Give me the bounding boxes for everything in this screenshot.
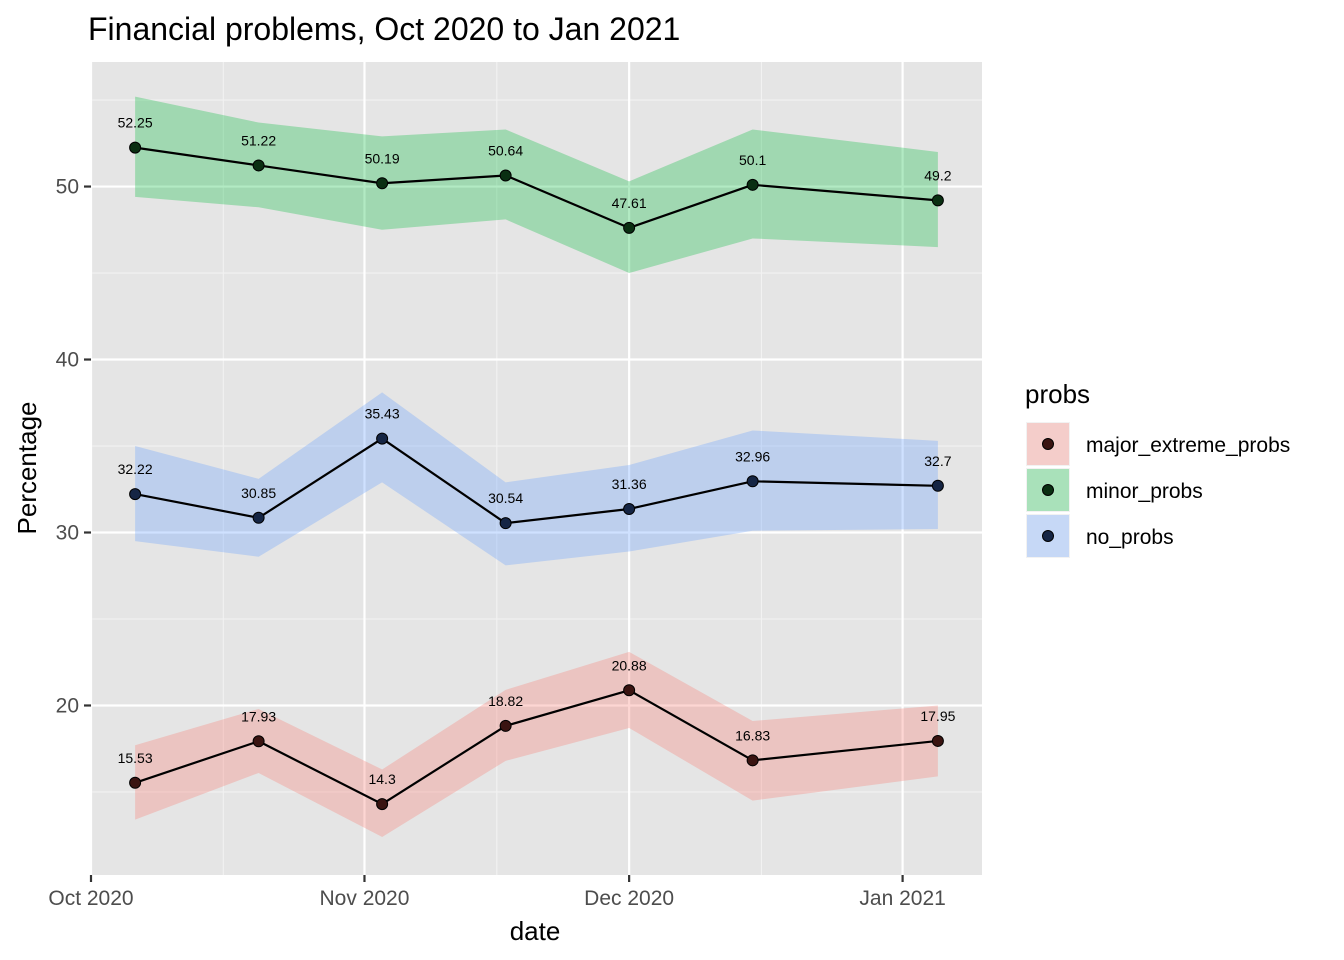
data-point-no_probs bbox=[252, 511, 265, 524]
data-label-minor_probs: 49.2 bbox=[924, 167, 951, 183]
data-point-major_extreme_probs bbox=[931, 734, 944, 747]
legend-key-point bbox=[1042, 530, 1054, 542]
y-tick-label: 30 bbox=[56, 522, 79, 545]
chart-title: Financial problems, Oct 2020 to Jan 2021 bbox=[88, 11, 680, 47]
data-point-no_probs bbox=[129, 488, 142, 501]
data-label-minor_probs: 51.22 bbox=[241, 132, 276, 148]
data-label-major_extreme_probs: 14.3 bbox=[368, 771, 395, 787]
data-label-no_probs: 30.54 bbox=[488, 490, 523, 506]
legend-label: minor_probs bbox=[1086, 480, 1203, 503]
legend: probs major_extreme_probs minor_probs no_p… bbox=[1025, 379, 1290, 558]
data-label-major_extreme_probs: 17.95 bbox=[920, 708, 955, 724]
legend-label: no_probs bbox=[1086, 526, 1174, 549]
data-point-major_extreme_probs bbox=[746, 754, 759, 767]
data-point-major_extreme_probs bbox=[376, 798, 389, 811]
x-tick-label: Dec 2020 bbox=[584, 887, 674, 910]
data-label-no_probs: 32.96 bbox=[735, 448, 770, 464]
data-label-minor_probs: 47.61 bbox=[612, 195, 647, 211]
confidence-ribbon-minor_probs bbox=[135, 96, 938, 274]
data-label-no_probs: 32.22 bbox=[118, 461, 153, 477]
data-point-minor_probs bbox=[746, 178, 759, 191]
data-label-no_probs: 30.85 bbox=[241, 485, 276, 501]
data-point-no_probs bbox=[376, 432, 389, 445]
data-label-no_probs: 31.36 bbox=[612, 476, 647, 492]
data-point-minor_probs bbox=[623, 221, 636, 234]
x-axis-title: date bbox=[510, 916, 561, 946]
y-axis-title: Percentage bbox=[12, 402, 42, 535]
data-label-major_extreme_probs: 15.53 bbox=[118, 750, 153, 766]
legend-label: major_extreme_probs bbox=[1086, 434, 1290, 457]
panel-background bbox=[91, 62, 982, 875]
data-label-major_extreme_probs: 18.82 bbox=[488, 693, 523, 709]
axes: 20 30 40 50 Oct 2020 Nov 2020 Dec 2020 Jan 2021 bbox=[48, 176, 945, 910]
data-label-minor_probs: 50.1 bbox=[739, 152, 766, 168]
data-label-major_extreme_probs: 16.83 bbox=[735, 727, 770, 743]
data-label-minor_probs: 52.25 bbox=[118, 115, 153, 131]
data-point-major_extreme_probs bbox=[129, 776, 142, 789]
data-point-no_probs bbox=[746, 475, 759, 488]
data-label-minor_probs: 50.19 bbox=[365, 150, 400, 166]
data-point-minor_probs bbox=[931, 194, 944, 207]
data-point-major_extreme_probs bbox=[252, 735, 265, 748]
data-label-major_extreme_probs: 20.88 bbox=[612, 657, 647, 673]
legend-key-point bbox=[1042, 484, 1054, 496]
data-label-minor_probs: 50.64 bbox=[488, 142, 523, 158]
data-point-minor_probs bbox=[129, 141, 142, 154]
data-point-minor_probs bbox=[499, 169, 512, 182]
x-tick-label: Nov 2020 bbox=[320, 887, 410, 910]
data-point-no_probs bbox=[931, 479, 944, 492]
data-label-no_probs: 32.7 bbox=[924, 453, 951, 469]
y-tick-label: 20 bbox=[56, 694, 79, 717]
x-tick-label: Oct 2020 bbox=[48, 887, 133, 910]
data-point-major_extreme_probs bbox=[499, 719, 512, 732]
legend-title: probs bbox=[1025, 379, 1090, 409]
data-label-major_extreme_probs: 17.93 bbox=[241, 708, 276, 724]
y-tick-label: 40 bbox=[56, 349, 79, 372]
plot-panel: 15.53 17.93 14.3 18.82 20.88 16.83 17.95 52.25 5… bbox=[89, 62, 982, 875]
y-tick-label: 50 bbox=[56, 176, 79, 199]
data-point-minor_probs bbox=[376, 177, 389, 190]
data-point-minor_probs bbox=[252, 159, 265, 172]
x-tick-label: Jan 2021 bbox=[859, 887, 945, 910]
legend-key-point bbox=[1042, 438, 1054, 450]
data-point-no_probs bbox=[499, 517, 512, 530]
data-label-no_probs: 35.43 bbox=[365, 406, 400, 422]
data-point-no_probs bbox=[623, 502, 636, 515]
confidence-ribbon-major_extreme_probs bbox=[135, 651, 938, 837]
confidence-ribbon-no_probs bbox=[135, 392, 938, 566]
data-point-major_extreme_probs bbox=[623, 684, 636, 697]
